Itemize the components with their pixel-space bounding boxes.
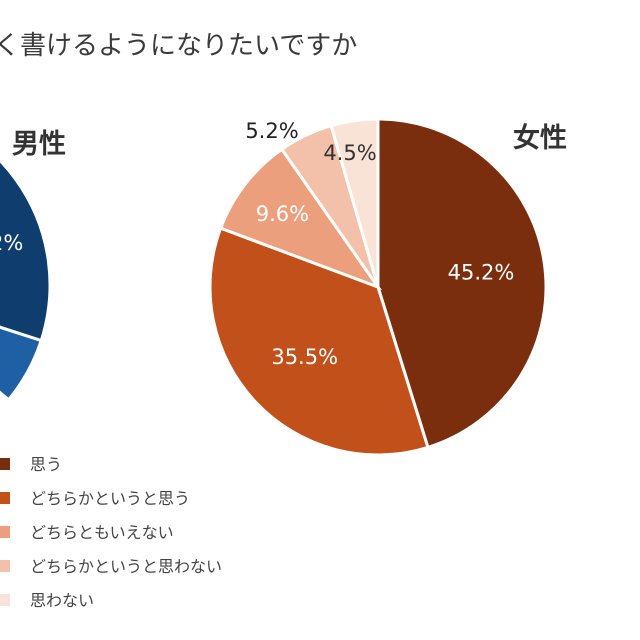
male-slice-label: 2%	[0, 231, 23, 255]
female-slice-labels: 45.2% 35.5% 9.6% 5.2% 4.5%	[245, 119, 514, 369]
male-slice-0	[0, 158, 52, 343]
female-slice-label-2: 9.6%	[256, 202, 309, 226]
female-pie	[208, 117, 548, 457]
chart-title: く書けるようになりたいですか	[0, 31, 357, 61]
male-pie	[0, 158, 52, 402]
legend-swatch-4	[0, 594, 10, 606]
female-slice-4	[329, 117, 380, 288]
female-label: 女性	[513, 122, 567, 154]
female-slice-1	[208, 226, 430, 457]
legend-label-0: 思う	[30, 455, 62, 474]
female-slice-label-3: 5.2%	[245, 119, 298, 143]
female-slice-label-4: 4.5%	[323, 141, 376, 165]
legend-label-3: どちらかというと思わない	[30, 557, 222, 576]
male-label: 男性	[12, 129, 66, 160]
legend-swatch-1	[0, 492, 10, 504]
legend-label-2: どちらともいえない	[30, 523, 174, 542]
legend-swatch-3	[0, 560, 10, 572]
legend-swatch-0	[0, 458, 10, 470]
female-slice-label-1: 35.5%	[271, 345, 338, 369]
female-slice-2	[218, 147, 382, 291]
female-slice-label-0: 45.2%	[448, 260, 515, 284]
legend-label-4: 思わない	[30, 591, 94, 610]
legend-swatch-2	[0, 526, 10, 538]
female-slice-0	[376, 117, 548, 450]
legend-label-1: どちらかというと思う	[30, 489, 190, 508]
male-slice-1	[0, 325, 44, 402]
